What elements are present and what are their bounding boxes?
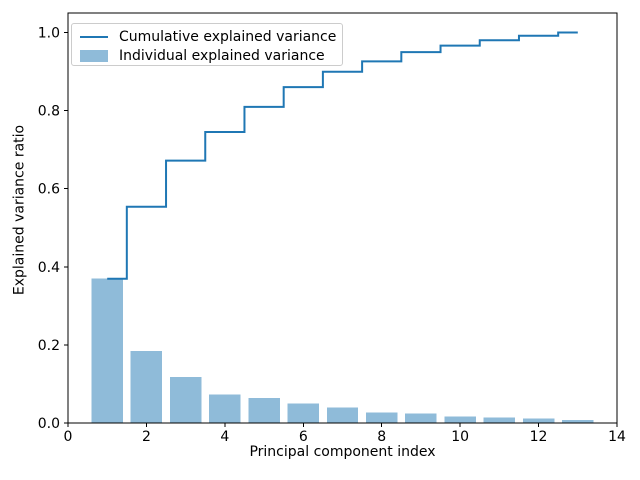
bar-swatch-icon (80, 49, 108, 62)
x-tick-label: 6 (299, 429, 308, 445)
bar (209, 394, 241, 423)
y-tick-label: 0.6 (38, 182, 60, 198)
plot-border (67, 12, 618, 424)
bar (483, 417, 516, 423)
legend-item-label: Individual explained variance (119, 47, 325, 64)
x-tick-label: 8 (377, 429, 386, 445)
x-tick-label: 14 (608, 429, 626, 445)
bar (248, 397, 280, 423)
legend-item-label: Cumulative explained variance (119, 28, 337, 45)
bar (287, 403, 319, 423)
y-tick-label: 0.2 (38, 338, 60, 354)
y-tick-label: 0.4 (38, 260, 60, 276)
x-tick-label: 0 (64, 429, 73, 445)
bar (522, 418, 555, 423)
y-axis-label: Explained variance ratio (11, 124, 28, 296)
legend-item-individual: Individual explained variance (80, 46, 334, 65)
y-tick-label: 0.8 (38, 104, 60, 120)
line-swatch-icon (80, 35, 108, 38)
bar (169, 376, 202, 423)
bar (405, 413, 437, 423)
x-tick-label: 2 (142, 429, 151, 445)
x-tick-label: 4 (220, 429, 229, 445)
bar (326, 407, 359, 423)
legend-item-cumulative: Cumulative explained variance (80, 27, 337, 46)
y-tick-label: 0.0 (38, 416, 60, 432)
bar (130, 351, 163, 423)
bar (444, 416, 476, 423)
bar (366, 412, 398, 423)
legend: Cumulative explained variance Individual… (71, 23, 343, 66)
bar (562, 419, 594, 423)
x-tick-label: 12 (530, 429, 548, 445)
x-tick-label: 10 (451, 429, 469, 445)
bar (91, 278, 123, 423)
cumulative-step-line (107, 31, 578, 280)
y-tick-label: 1.0 (38, 26, 60, 42)
x-axis-label: Principal component index (249, 444, 436, 460)
